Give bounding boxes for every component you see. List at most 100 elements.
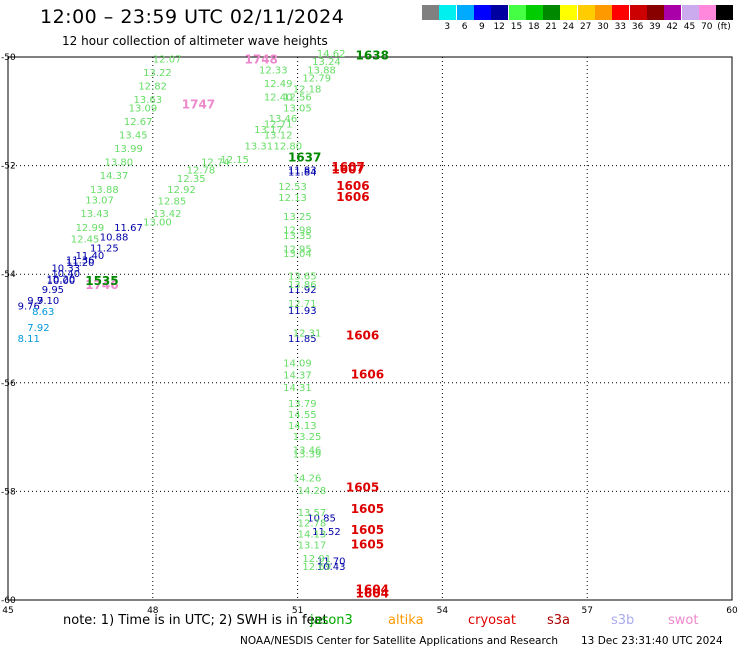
- scale-label: 15: [510, 22, 523, 32]
- pass-time-label: 1747: [182, 98, 215, 112]
- scale-label: 45: [683, 22, 696, 32]
- pass-time-label: 1607: [331, 160, 364, 174]
- lat-tick-label: -56: [1, 379, 16, 389]
- wave-height-label: 13.07: [85, 196, 114, 207]
- scale-label: 6: [461, 22, 468, 32]
- wave-height-label: 12.74: [201, 158, 230, 169]
- wave-height-label: 13.39: [293, 450, 322, 461]
- scale-label: 30: [597, 22, 609, 32]
- lon-tick-label: 57: [581, 606, 592, 616]
- wave-height-label: 14.31: [283, 383, 312, 394]
- pass-time-label: 1604: [356, 582, 389, 596]
- wave-height-label: 13.35: [283, 231, 312, 242]
- scale-swatch: [664, 5, 682, 20]
- pass-time-label: 1607: [331, 163, 364, 177]
- pass-time-label: 1606: [336, 179, 369, 193]
- lon-tick-label: 54: [437, 606, 449, 616]
- scale-label: 24: [562, 22, 575, 32]
- scale-swatch: [439, 5, 457, 20]
- wave-height-label: 11.36: [66, 255, 95, 266]
- wave-height-label: 14.13: [288, 421, 317, 432]
- credit-text: NOAA/NESDIS Center for Satellite Applica…: [240, 635, 558, 647]
- wave-height-label: 13.65: [288, 272, 317, 283]
- wave-height-label: 12.35: [177, 174, 206, 185]
- pass-time-label: 1637: [288, 150, 321, 164]
- wave-height-label: 8.11: [18, 334, 40, 345]
- satellite-s3a: s3a: [547, 613, 571, 628]
- scale-swatch: [508, 5, 526, 20]
- wave-height-label: 12.69: [302, 562, 331, 573]
- wave-height-label: 10.33: [51, 263, 80, 274]
- wave-height-label: 11.85: [288, 334, 317, 345]
- wave-height-label: 12.53: [278, 182, 307, 193]
- wave-height-label: 14.28: [298, 486, 327, 497]
- pass-time-label: 1605: [351, 502, 384, 516]
- scale-swatch: [595, 5, 612, 20]
- wave-height-label: 14.26: [293, 474, 322, 485]
- wave-height-label: 13.17: [254, 125, 283, 136]
- wave-height-label: 7.92: [27, 323, 49, 334]
- lat-tick-label: -54: [1, 270, 16, 280]
- satellite-swot: swot: [668, 613, 699, 628]
- wave-height-label: 11.20: [66, 258, 95, 269]
- satellite-jason3: jason3: [310, 613, 353, 628]
- scale-unit: (ft): [717, 22, 731, 32]
- wave-height-label: 12.31: [293, 329, 322, 340]
- scale-swatch: [456, 5, 474, 20]
- wave-height-label: 12.95: [283, 244, 312, 255]
- lat-tick-label: -50: [1, 53, 16, 63]
- wave-height-label: 12.80: [273, 141, 302, 152]
- scale-label: 12: [493, 22, 505, 32]
- wave-height-label: 10.43: [317, 562, 346, 573]
- footer-note: note: 1) Time is in UTC; 2) SWH is in fe…: [63, 613, 328, 628]
- wave-height-label: 13.45: [119, 130, 148, 141]
- wave-height-label: 12.49: [264, 79, 293, 90]
- wave-height-label: 13.25: [283, 212, 312, 223]
- wave-height-label: 13.00: [143, 217, 172, 228]
- wave-height-label: 9.76: [18, 301, 40, 312]
- lat-tick-label: -52: [1, 162, 16, 172]
- pass-time-label: 1604: [356, 586, 389, 600]
- wave-height-label: 8.63: [32, 307, 54, 318]
- wave-height-label: 14.55: [288, 410, 317, 421]
- lon-tick-label: 51: [292, 606, 303, 616]
- pass-time-label: 1605: [346, 480, 379, 494]
- pass-time-label: 1605: [351, 537, 384, 551]
- wave-height-label: 12.85: [158, 197, 187, 208]
- lat-tick-label: -60: [1, 596, 16, 606]
- wave-height-label: 12.71: [264, 120, 293, 131]
- satellite-cryosat: cryosat: [468, 613, 516, 628]
- wave-height-label: 12.13: [278, 193, 307, 204]
- wave-height-label: 13.12: [264, 130, 293, 141]
- scale-label: 3: [444, 22, 451, 32]
- scale-swatch: [646, 5, 664, 20]
- lon-tick-label: 60: [726, 606, 738, 616]
- wave-height-label: 12.91: [302, 554, 331, 565]
- wave-height-label: 11.70: [317, 557, 346, 568]
- wave-height-label: 13.22: [143, 68, 172, 79]
- scale-label: 42: [666, 22, 678, 32]
- map-frame: [7, 56, 733, 601]
- pass-time-label: 1638: [356, 49, 389, 63]
- wave-height-label: 13.31: [245, 141, 274, 152]
- wave-height-label: 11.52: [312, 527, 341, 538]
- wave-height-label: 14.37: [283, 370, 312, 381]
- wave-height-label: 14.13: [298, 530, 327, 541]
- scale-swatch: [577, 5, 595, 20]
- wave-height-label: 14.62: [317, 49, 346, 60]
- wave-height-label: 14.37: [100, 171, 129, 182]
- scale-swatch: [543, 5, 561, 20]
- satellite-altika: altika: [388, 613, 424, 628]
- pass-time-label: 1746: [85, 278, 118, 292]
- wave-height-label: 12.15: [220, 155, 249, 166]
- wave-height-label: 13.25: [293, 432, 322, 443]
- wave-height-label: 13.88: [90, 185, 119, 196]
- lon-tick-label: 48: [147, 606, 159, 616]
- wave-height-label: 11.83: [288, 166, 317, 177]
- wave-height-label: 13.46: [293, 445, 322, 456]
- wave-height-label: 13.05: [283, 103, 312, 114]
- wave-height-label: 13.99: [114, 144, 143, 155]
- scale-swatch: [491, 5, 509, 20]
- wave-height-label: 12.92: [167, 185, 196, 196]
- wave-height-label: 12.79: [302, 73, 331, 84]
